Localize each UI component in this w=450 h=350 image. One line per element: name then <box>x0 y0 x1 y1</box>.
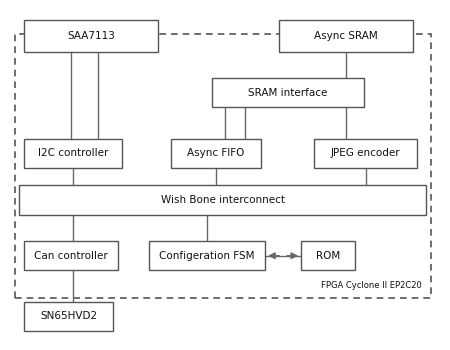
FancyBboxPatch shape <box>301 241 355 271</box>
Text: Async FIFO: Async FIFO <box>187 148 245 158</box>
FancyBboxPatch shape <box>149 241 265 271</box>
Text: Wish Bone interconnect: Wish Bone interconnect <box>161 195 285 205</box>
Text: I2C controller: I2C controller <box>38 148 108 158</box>
Text: SAA7113: SAA7113 <box>67 31 115 41</box>
FancyBboxPatch shape <box>279 21 413 52</box>
FancyBboxPatch shape <box>24 21 158 52</box>
Text: FPGA Cyclone II EP2C20: FPGA Cyclone II EP2C20 <box>321 281 422 289</box>
Text: SRAM interface: SRAM interface <box>248 88 327 98</box>
Text: Can controller: Can controller <box>34 251 108 261</box>
FancyBboxPatch shape <box>19 186 426 215</box>
FancyBboxPatch shape <box>315 139 417 168</box>
Text: JPEG encoder: JPEG encoder <box>331 148 400 158</box>
Text: Configeration FSM: Configeration FSM <box>159 251 255 261</box>
FancyBboxPatch shape <box>212 78 364 107</box>
FancyBboxPatch shape <box>24 241 117 271</box>
Text: ROM: ROM <box>316 251 340 261</box>
Text: SN65HVD2: SN65HVD2 <box>40 312 97 322</box>
FancyBboxPatch shape <box>24 302 113 331</box>
FancyBboxPatch shape <box>171 139 261 168</box>
Text: Async SRAM: Async SRAM <box>314 31 378 41</box>
FancyBboxPatch shape <box>24 139 122 168</box>
